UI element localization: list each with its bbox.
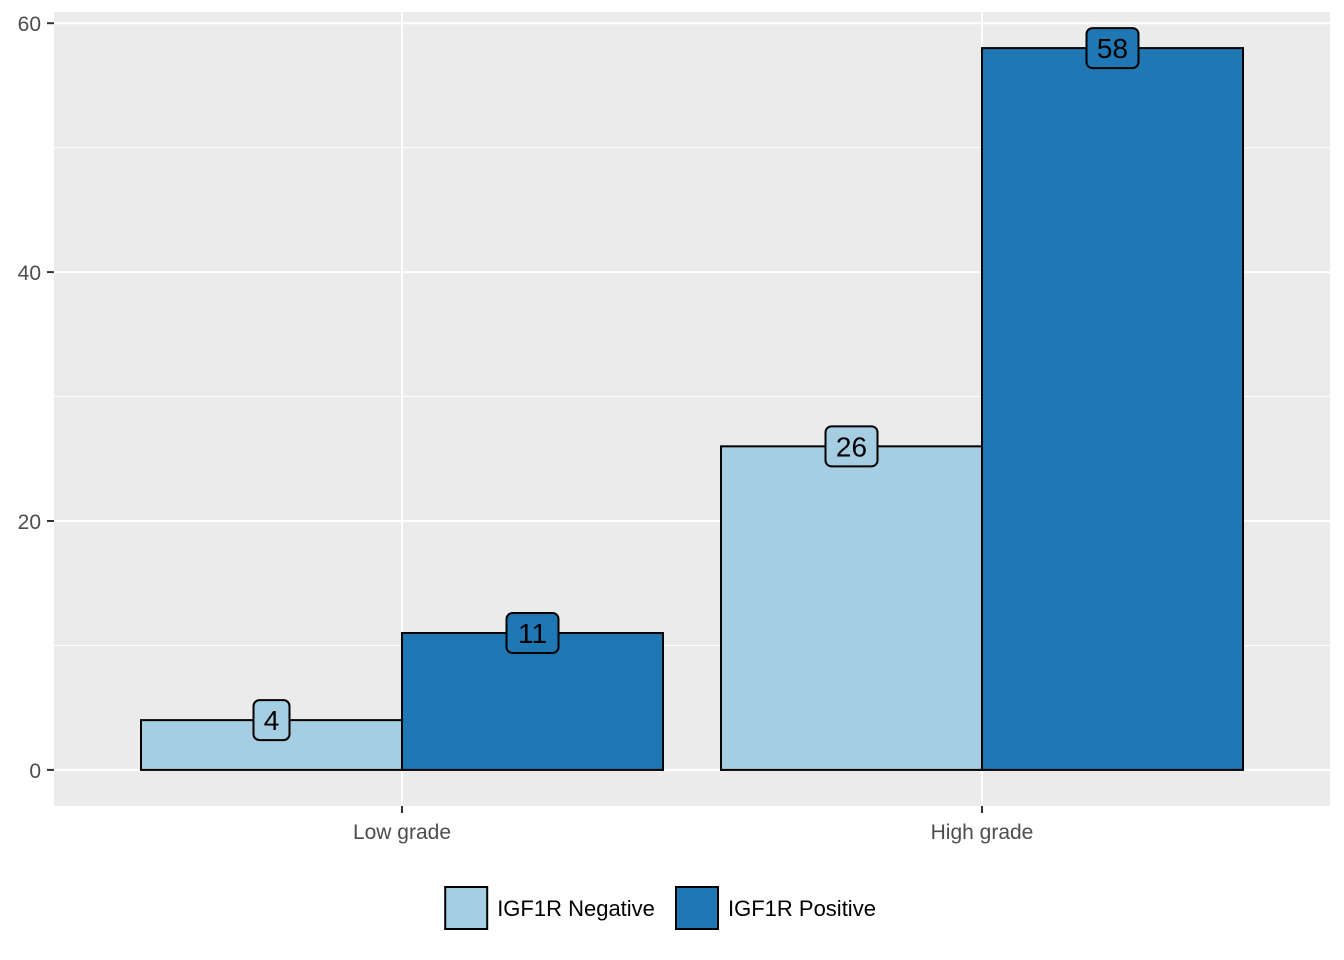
- y-tick-label: 60: [18, 13, 41, 36]
- legend-item: IGF1R Negative: [444, 886, 655, 930]
- y-tick-label: 40: [18, 262, 41, 285]
- data-label-box: [505, 612, 560, 655]
- data-label-text: 4: [264, 705, 280, 736]
- x-tick-label: Low grade: [353, 821, 451, 844]
- x-tick-label: High grade: [931, 821, 1034, 844]
- legend-label: IGF1R Positive: [728, 896, 876, 921]
- bars: [140, 47, 1244, 771]
- data-label: 26: [824, 425, 879, 468]
- x-axis: Low grade High grade: [353, 806, 1033, 844]
- data-labels: 4 11 26 58: [252, 27, 1140, 742]
- legend-key: [444, 886, 489, 930]
- legend: IGF1R Negative IGF1R Positive: [444, 886, 876, 930]
- legend-label: IGF1R Negative: [497, 896, 655, 921]
- data-label-box: [1085, 27, 1140, 70]
- bar: [981, 47, 1244, 771]
- data-label: 58: [1085, 27, 1140, 70]
- data-label: 4: [252, 699, 291, 742]
- data-label-box: [252, 699, 291, 742]
- data-label-text: 58: [1097, 33, 1128, 64]
- y-axis: 0 20 40 60: [18, 13, 54, 783]
- legend-key: [675, 886, 719, 930]
- bar: [720, 445, 983, 771]
- y-tick-label: 20: [18, 511, 41, 534]
- data-label: 11: [505, 612, 560, 655]
- data-label-text: 26: [836, 431, 867, 462]
- bar: [401, 632, 664, 771]
- data-label-text: 11: [518, 618, 547, 649]
- y-tick-label: 0: [29, 760, 41, 783]
- data-label-box: [824, 425, 879, 468]
- legend-item: IGF1R Positive: [675, 886, 876, 930]
